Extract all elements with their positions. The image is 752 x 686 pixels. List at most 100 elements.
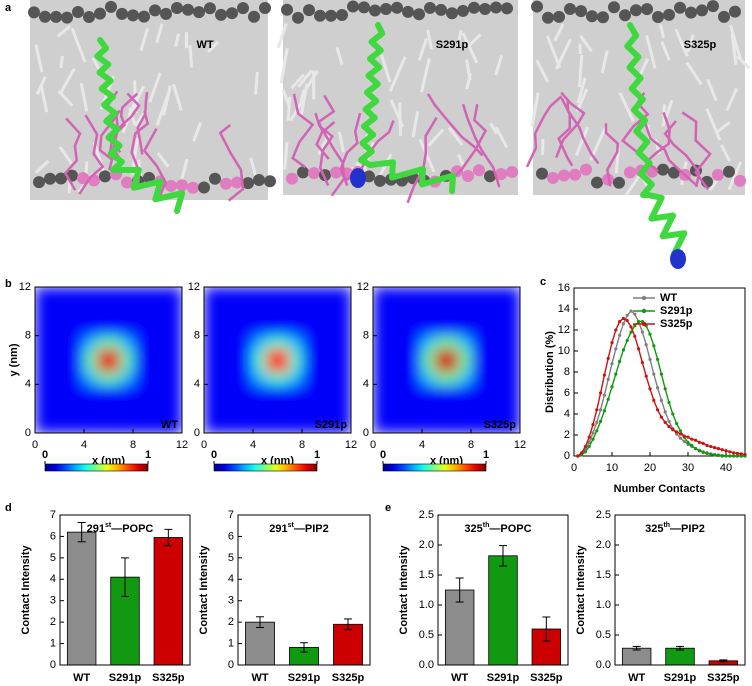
series-marker	[656, 357, 660, 361]
series-marker	[580, 451, 584, 455]
heatmap-cell	[483, 384, 496, 397]
heatmap-cell	[240, 372, 254, 385]
heatmap-cell	[96, 360, 109, 373]
heatmap-cell	[169, 372, 182, 385]
heatmap-cell	[471, 360, 484, 373]
headgroup	[347, 0, 359, 13]
heatmap-cell	[59, 311, 73, 324]
plot-frame	[437, 514, 569, 666]
heatmap-cell	[35, 323, 48, 337]
heatmap-cell	[265, 311, 278, 324]
heatmap-cell	[59, 323, 73, 337]
heatmap-cell	[277, 396, 291, 410]
headgroup	[729, 5, 741, 18]
heatmap-cell	[302, 396, 315, 410]
heatmap-cell	[228, 323, 242, 337]
heatmap-cell	[434, 396, 447, 410]
headgroup	[105, 0, 117, 13]
headgroup	[149, 4, 161, 17]
heatmap-cell	[507, 408, 520, 422]
heatmap-cell	[483, 311, 496, 324]
headgroup	[138, 10, 150, 23]
heatmap-cell	[216, 420, 229, 433]
y-tick-label: 4	[228, 573, 234, 585]
lipid-tail	[59, 55, 64, 69]
headgroup	[473, 164, 485, 177]
bar	[245, 621, 275, 666]
heatmap-cell	[338, 311, 351, 324]
heatmap-cell	[84, 360, 97, 373]
heatmap-cell	[385, 360, 398, 373]
heatmap-cell	[47, 287, 60, 300]
series-marker	[595, 408, 599, 412]
heatmap-cell	[216, 287, 229, 300]
headgroup	[495, 168, 507, 181]
heatmap-cell	[253, 396, 266, 410]
heatmap-cell	[145, 372, 158, 385]
heatmap-cell	[507, 396, 520, 410]
lipid-tail	[685, 61, 703, 86]
heatmap-cell	[385, 372, 398, 385]
y-tick-label: 2	[564, 429, 570, 441]
lipid-tail	[148, 72, 162, 103]
lipid-tail	[426, 29, 434, 50]
heatmap-cell	[495, 347, 509, 361]
heatmap-cell	[458, 372, 472, 385]
heatmap-cell	[507, 335, 520, 349]
heatmap-cell	[289, 335, 303, 349]
heatmap-cell	[228, 396, 242, 410]
lipid-tail	[530, 92, 540, 127]
heatmap-cell	[157, 384, 171, 397]
heatmap-cells	[204, 287, 351, 433]
lipid-tail	[576, 77, 587, 104]
heatmap-cell	[204, 323, 217, 337]
heatmap-cell	[216, 360, 229, 373]
heatmap-cell	[289, 408, 303, 422]
heatmap-cell	[59, 384, 73, 397]
lipid-tail	[172, 83, 183, 112]
heatmap-cell	[446, 360, 460, 373]
heatmap-cell	[397, 360, 411, 373]
heatmap-cell	[265, 396, 278, 410]
pip2	[643, 120, 698, 187]
lipid-tail	[34, 44, 44, 73]
heatmap-cell	[35, 287, 48, 300]
y-tick-label: 16	[558, 282, 570, 294]
heatmap-cell	[289, 323, 303, 337]
heatmap-cell	[216, 384, 229, 397]
heatmap-cell	[277, 408, 291, 422]
y-tick-label: 2.0	[419, 539, 434, 551]
heatmap-label: S291p	[315, 419, 348, 431]
x-tick-label: 12	[514, 439, 526, 451]
series-marker	[701, 450, 705, 454]
heatmap-cell	[157, 396, 171, 410]
y-tick-label: 8	[363, 330, 369, 342]
heatmap-label: S325p	[484, 419, 517, 431]
heatmap-cell	[59, 420, 73, 433]
heatmap-cell	[216, 299, 229, 312]
panel-label: b	[5, 278, 12, 290]
heatmap-cell	[35, 384, 48, 397]
heatmap-cell	[169, 420, 182, 433]
heatmap-cell	[169, 347, 182, 361]
heatmap-cell	[108, 396, 122, 410]
headgroup	[281, 3, 293, 16]
heatmap-cell	[240, 408, 254, 422]
heatmap-cell	[385, 408, 398, 422]
pip2	[63, 117, 82, 191]
pip2	[314, 112, 334, 187]
lipid-tail	[705, 108, 722, 141]
title-part: —PIP2	[670, 523, 705, 535]
series-marker	[732, 451, 736, 455]
heatmap-cell	[458, 311, 472, 324]
heatmap-cell	[471, 335, 484, 349]
lipid-tail	[380, 54, 392, 83]
series-marker	[618, 320, 622, 324]
heatmap-cell	[96, 347, 109, 361]
heatmap-cell	[204, 408, 217, 422]
heatmap-cell	[507, 347, 520, 361]
series-marker	[709, 444, 713, 449]
heatmap-cell	[458, 323, 472, 337]
series-marker	[599, 419, 603, 423]
heatmap-cell	[216, 372, 229, 385]
